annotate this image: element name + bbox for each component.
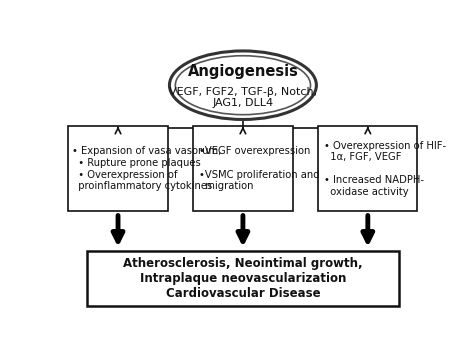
Bar: [318, 126, 418, 211]
Text: Angiogenesis: Angiogenesis: [188, 64, 298, 79]
Bar: [68, 126, 168, 211]
Bar: [87, 251, 399, 306]
Text: VEGF, FGF2, TGF-β, Notch,
JAG1, DLL4: VEGF, FGF2, TGF-β, Notch, JAG1, DLL4: [169, 87, 317, 108]
Text: • Expansion of vasa vasorum,
  • Rupture prone plaques
  • Overexpression of
  p: • Expansion of vasa vasorum, • Rupture p…: [72, 146, 221, 191]
Bar: [193, 126, 292, 211]
Ellipse shape: [169, 51, 317, 120]
Text: •VEGF overexpression

•VSMC proliferation and
  migration: •VEGF overexpression •VSMC proliferation…: [199, 146, 319, 191]
Text: Atherosclerosis, Neointimal growth,
Intraplaque neovascularization
Cardiovascula: Atherosclerosis, Neointimal growth, Intr…: [123, 257, 363, 300]
Text: • Overexpression of HIF-
  1α, FGF, VEGF

• Increased NADPH-
  oxidase activity: • Overexpression of HIF- 1α, FGF, VEGF •…: [324, 141, 446, 197]
